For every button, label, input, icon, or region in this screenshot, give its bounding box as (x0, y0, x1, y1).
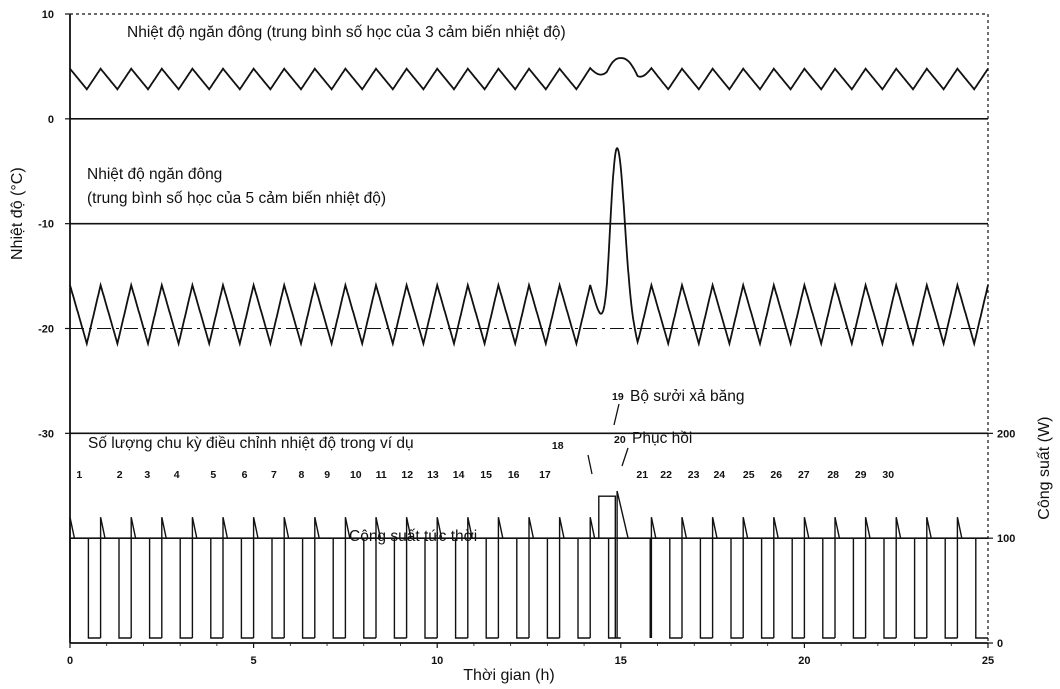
cycle-number-label: 9 (324, 469, 330, 481)
labels: Thời gian (h) Nhiệt độ (°C) Công suất (W) N… (9, 24, 1053, 684)
cycle-number-label: 22 (660, 469, 672, 481)
cycle-number-label: 5 (210, 469, 216, 481)
y-tick-label: 10 (42, 9, 54, 21)
arrow-heater (613, 403, 620, 426)
cycle-number-label: 15 (480, 469, 492, 481)
y2-axis-label: Công suất (W) (1036, 417, 1053, 520)
annotation-fridge-label: Nhiệt độ ngăn đông (trung bình số học củ… (127, 24, 566, 41)
series-lines (69, 57, 989, 639)
y-tick-label: -20 (38, 324, 54, 336)
y-tick-label: -10 (38, 219, 54, 231)
annotation-heater-label: Bộ sưởi xả băng (630, 388, 744, 405)
cycle-number-label: 16 (508, 469, 520, 481)
cycle-number-label: 27 (798, 469, 810, 481)
cycle-number-label: 14 (453, 469, 465, 481)
x-tick-label: 25 (982, 655, 994, 667)
cycle-number-label: 24 (713, 469, 725, 481)
cycle-number-label: 21 (636, 469, 648, 481)
x-tick-label: 0 (67, 655, 73, 667)
cycle-number-label: 17 (539, 469, 551, 481)
x-tick-label: 15 (615, 655, 627, 667)
cycle-number-label: 30 (882, 469, 894, 481)
annotation-freezer-label-1: Nhiệt độ ngăn đông (87, 166, 222, 183)
x-tick-label: 5 (251, 655, 257, 667)
annotation-freezer-label-2: (trung bình số học của 5 cảm biến nhiệt … (87, 190, 386, 207)
cycle-number-label: 28 (827, 469, 839, 481)
arrow-cycle-18 (587, 454, 593, 475)
x-tick-label: 10 (431, 655, 443, 667)
cycle-number-label: 13 (427, 469, 439, 481)
series-line-power (69, 490, 988, 639)
y2-tick-label: 100 (997, 533, 1015, 545)
cycle-number-label: 29 (855, 469, 867, 481)
cycle-number-label: 26 (770, 469, 782, 481)
y-tick-label: -30 (38, 428, 54, 440)
cycle-number-label: 1 (76, 469, 82, 481)
annotation-recovery-number: 20 (614, 434, 626, 446)
cycle-number-label: 23 (688, 469, 700, 481)
cycle-number-label: 25 (743, 469, 755, 481)
cycle-number-label: 12 (401, 469, 413, 481)
arrow-recovery (621, 447, 629, 467)
y-axis-label: Nhiệt độ (°C) (9, 167, 26, 260)
series-line-freezer-temperature (69, 147, 989, 348)
cycle-number-label: 18 (552, 440, 564, 452)
annotation-power-label: Công suất tức thời (349, 528, 477, 545)
x-axis-label: Thời gian (h) (463, 667, 554, 684)
cycle-number-label: 11 (376, 469, 387, 481)
cycle-number-label: 8 (299, 469, 305, 481)
cycle-number-label: 7 (271, 469, 277, 481)
cycle-number-label: 4 (174, 469, 180, 481)
y2-tick-label: 0 (997, 638, 1003, 650)
cycle-number-label: 6 (242, 469, 248, 481)
cycle-number-label: 2 (117, 469, 123, 481)
cycle-number-label: 10 (350, 469, 362, 481)
series-line-fridge-temperature (69, 57, 989, 91)
x-tick-label: 20 (798, 655, 810, 667)
cycle-number-label: 3 (144, 469, 150, 481)
annotation-cycles-label: Số lượng chu kỳ điều chỉnh nhiệt độ tron… (88, 435, 414, 452)
annotation-heater-number: 19 (612, 391, 624, 403)
annotation-recovery-label: Phục hồi (632, 430, 692, 447)
y2-tick-label: 200 (997, 428, 1015, 440)
y-tick-label: 0 (48, 114, 54, 126)
